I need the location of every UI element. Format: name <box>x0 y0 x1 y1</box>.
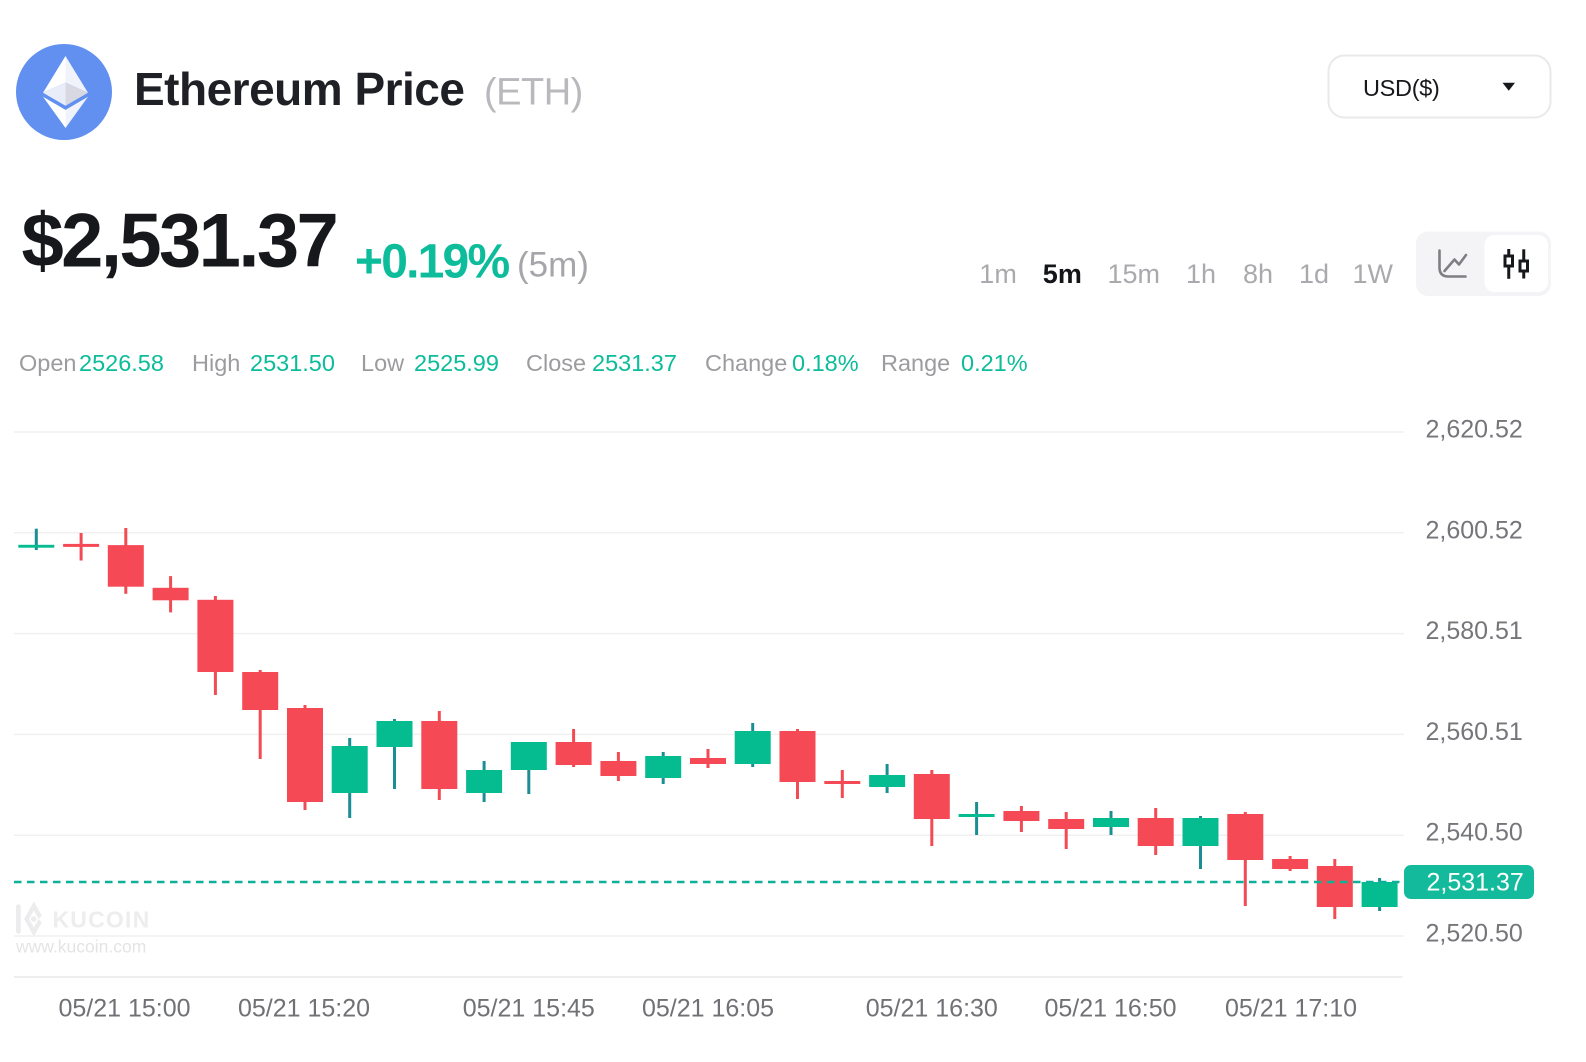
svg-text:0.18%: 0.18% <box>792 350 859 376</box>
svg-text:05/21 15:20: 05/21 15:20 <box>238 995 370 1023</box>
svg-text:1m: 1m <box>979 259 1017 289</box>
svg-text:KUCOIN: KUCOIN <box>53 907 151 933</box>
svg-text:1W: 1W <box>1353 259 1394 289</box>
svg-text:Open: Open <box>19 350 77 376</box>
svg-text:05/21 16:05: 05/21 16:05 <box>642 995 774 1023</box>
svg-text:Low: Low <box>361 350 405 376</box>
svg-text:(ETH): (ETH) <box>484 72 583 114</box>
svg-text:High: High <box>192 350 240 376</box>
svg-text:8h: 8h <box>1243 259 1273 289</box>
svg-text:05/21 17:10: 05/21 17:10 <box>1225 995 1357 1023</box>
svg-text:(5m): (5m) <box>517 246 589 285</box>
svg-text:1d: 1d <box>1299 259 1329 289</box>
svg-text:2531.50: 2531.50 <box>250 350 335 376</box>
svg-text:5m: 5m <box>1043 259 1082 289</box>
svg-text:2,580.51: 2,580.51 <box>1426 617 1523 645</box>
svg-text:Close: Close <box>526 350 586 376</box>
svg-text:05/21 16:50: 05/21 16:50 <box>1044 995 1176 1023</box>
svg-text:2,520.50: 2,520.50 <box>1426 920 1523 948</box>
svg-text:2,620.52: 2,620.52 <box>1426 416 1523 444</box>
svg-text:05/21 15:00: 05/21 15:00 <box>58 995 190 1023</box>
svg-text:Range: Range <box>881 350 950 376</box>
svg-text:15m: 15m <box>1108 259 1161 289</box>
svg-text:2,531.37: 2,531.37 <box>1427 869 1524 897</box>
svg-text:+0.19%: +0.19% <box>355 236 509 289</box>
svg-text:USD($): USD($) <box>1363 75 1440 101</box>
svg-text:2531.37: 2531.37 <box>592 350 677 376</box>
svg-text:1h: 1h <box>1186 259 1216 289</box>
svg-text:0.21%: 0.21% <box>961 350 1028 376</box>
svg-text:2525.99: 2525.99 <box>414 350 499 376</box>
svg-text:$2,531.37: $2,531.37 <box>22 199 337 284</box>
svg-text:2,560.51: 2,560.51 <box>1426 718 1523 746</box>
svg-text:Ethereum Price: Ethereum Price <box>134 63 464 115</box>
svg-text:05/21 15:45: 05/21 15:45 <box>463 995 595 1023</box>
svg-text:2,600.52: 2,600.52 <box>1426 516 1523 544</box>
svg-text:2,540.50: 2,540.50 <box>1426 819 1523 847</box>
svg-text:www.kucoin.com: www.kucoin.com <box>15 937 146 957</box>
svg-text:2526.58: 2526.58 <box>79 350 164 376</box>
svg-text:Change: Change <box>705 350 787 376</box>
svg-text:05/21 16:30: 05/21 16:30 <box>866 995 998 1023</box>
